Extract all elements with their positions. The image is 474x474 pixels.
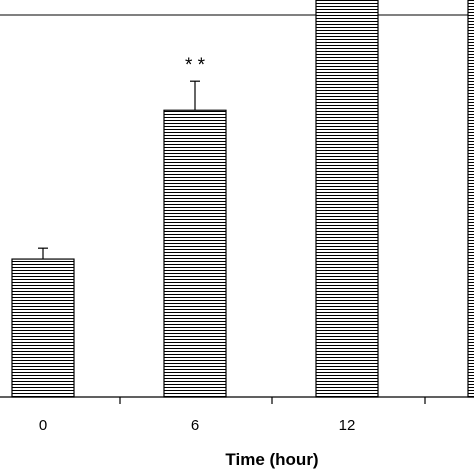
bar-2: [315, 0, 379, 398]
bar-3: [467, 0, 474, 398]
x-tick-label-2: 12: [339, 417, 356, 434]
x-tick-label-0: 0: [39, 417, 47, 434]
x-axis-title: Time (hour): [225, 450, 318, 469]
x-tick-label-1: 6: [191, 417, 199, 434]
bar-1: [163, 109, 227, 398]
bar-0: [11, 258, 75, 398]
significance-label-1: * *: [185, 55, 206, 76]
